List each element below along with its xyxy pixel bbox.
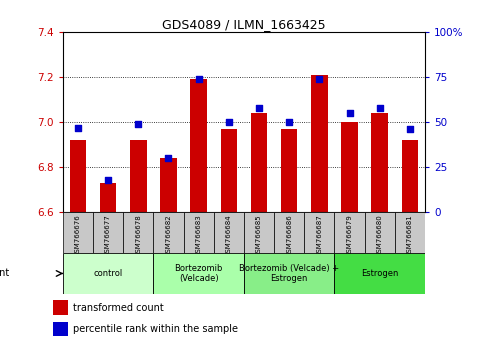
Text: Bortezomib (Velcade) +
Estrogen: Bortezomib (Velcade) + Estrogen — [239, 264, 339, 283]
Bar — [154, 212, 184, 253]
Bar — [244, 253, 334, 294]
Bar — [53, 300, 69, 315]
Bar — [63, 212, 93, 253]
Point — [225, 119, 233, 125]
Text: GSM766680: GSM766680 — [377, 215, 383, 257]
Text: GSM766677: GSM766677 — [105, 215, 111, 257]
Point — [74, 125, 82, 130]
Text: control: control — [93, 269, 123, 278]
Text: GSM766686: GSM766686 — [286, 215, 292, 257]
Text: Estrogen: Estrogen — [361, 269, 398, 278]
Text: GSM766684: GSM766684 — [226, 215, 232, 257]
Point — [285, 119, 293, 125]
Bar — [93, 212, 123, 253]
Title: GDS4089 / ILMN_1663425: GDS4089 / ILMN_1663425 — [162, 18, 326, 31]
Bar — [334, 253, 425, 294]
Bar — [221, 129, 237, 212]
Text: agent: agent — [0, 268, 10, 279]
Text: GSM766685: GSM766685 — [256, 215, 262, 257]
Bar — [184, 212, 213, 253]
Bar — [160, 158, 177, 212]
Text: percentile rank within the sample: percentile rank within the sample — [73, 324, 239, 334]
Bar — [281, 129, 298, 212]
Text: GSM766681: GSM766681 — [407, 215, 413, 257]
Bar — [402, 140, 418, 212]
Point — [134, 121, 142, 127]
Bar — [130, 140, 146, 212]
Point — [255, 105, 263, 110]
Bar — [100, 183, 116, 212]
Text: GSM766682: GSM766682 — [166, 215, 171, 257]
Text: GSM766679: GSM766679 — [347, 215, 353, 257]
Bar — [190, 79, 207, 212]
Bar — [365, 212, 395, 253]
Point — [376, 105, 384, 110]
Bar — [251, 113, 267, 212]
Bar — [244, 212, 274, 253]
Text: GSM766687: GSM766687 — [316, 215, 322, 257]
Bar — [311, 75, 327, 212]
Point — [195, 76, 202, 82]
Point — [104, 177, 112, 183]
Bar — [395, 212, 425, 253]
Bar — [213, 212, 244, 253]
Bar — [341, 122, 358, 212]
Bar — [274, 212, 304, 253]
Text: Bortezomib
(Velcade): Bortezomib (Velcade) — [174, 264, 223, 283]
Bar — [53, 321, 69, 336]
Bar — [123, 212, 154, 253]
Bar — [70, 140, 86, 212]
Point — [406, 126, 414, 132]
Text: transformed count: transformed count — [73, 303, 164, 313]
Text: GSM766676: GSM766676 — [75, 215, 81, 257]
Text: GSM766678: GSM766678 — [135, 215, 141, 257]
Point — [346, 110, 354, 116]
Bar — [154, 253, 244, 294]
Point — [165, 155, 172, 161]
Bar — [304, 212, 334, 253]
Point — [315, 76, 323, 82]
Bar — [371, 113, 388, 212]
Bar — [63, 253, 154, 294]
Text: GSM766683: GSM766683 — [196, 215, 201, 257]
Bar — [334, 212, 365, 253]
